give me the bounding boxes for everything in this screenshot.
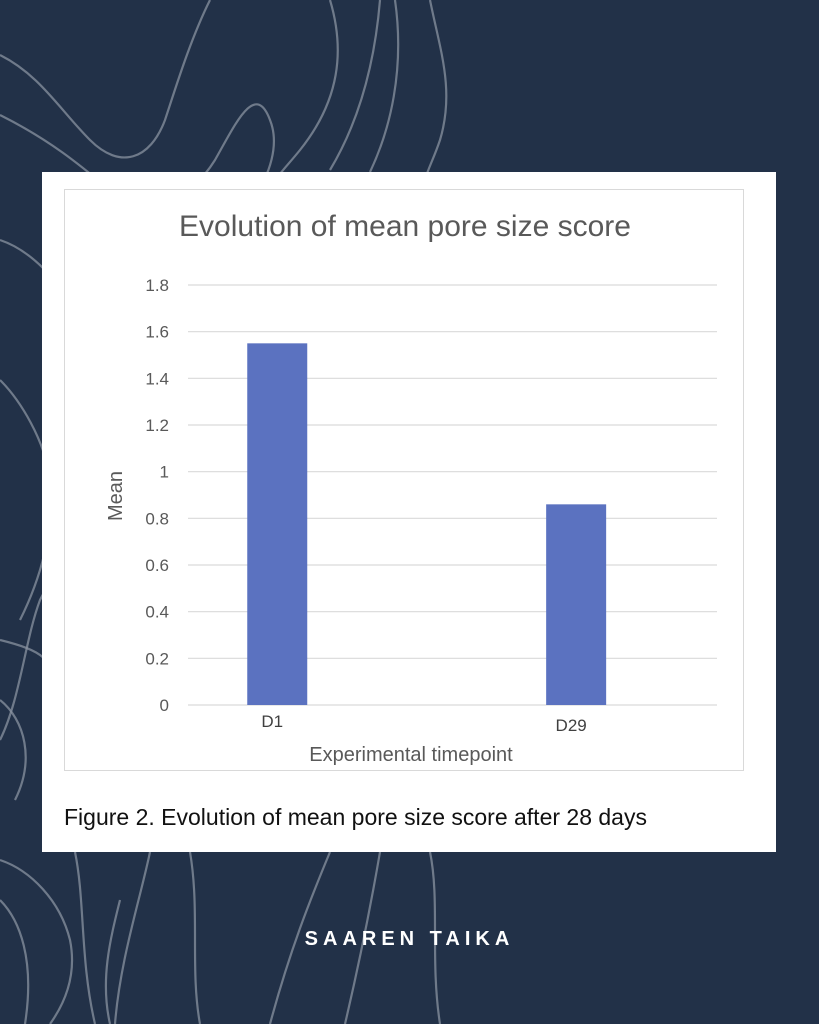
chart-frame: Evolution of mean pore size score 0 0.2 0.4… (64, 189, 744, 771)
chart-title: Evolution of mean pore size score (179, 210, 631, 243)
figure-card: Evolution of mean pore size score 0 0.2 0.4… (42, 172, 776, 852)
y-tick-label: 1.4 (145, 369, 169, 388)
y-tick-label: 1.6 (145, 323, 169, 342)
x-tick-label: D1 (261, 712, 283, 731)
y-tick-label: 1 (160, 463, 169, 482)
x-axis-title: Experimental timepoint (309, 744, 513, 766)
bar-d29 (546, 504, 607, 705)
bar-chart: Evolution of mean pore size score 0 0.2 0.4… (105, 210, 717, 766)
y-tick-label: 0.6 (145, 556, 169, 575)
y-tick-label: 1.8 (145, 276, 169, 295)
y-axis-title: Mean (105, 471, 127, 521)
y-tick-label: 0.8 (145, 509, 169, 528)
y-tick-label: 0.2 (145, 649, 169, 668)
y-tick-label: 1.2 (145, 416, 169, 435)
bar-d1 (247, 343, 308, 705)
y-tick-label: 0.4 (145, 603, 169, 622)
x-tick-label: D29 (556, 716, 587, 735)
figure-caption: Figure 2. Evolution of mean pore size sc… (64, 804, 647, 830)
y-tick-label: 0 (160, 696, 169, 715)
brand-name: SAAREN TAIKA (304, 928, 515, 950)
